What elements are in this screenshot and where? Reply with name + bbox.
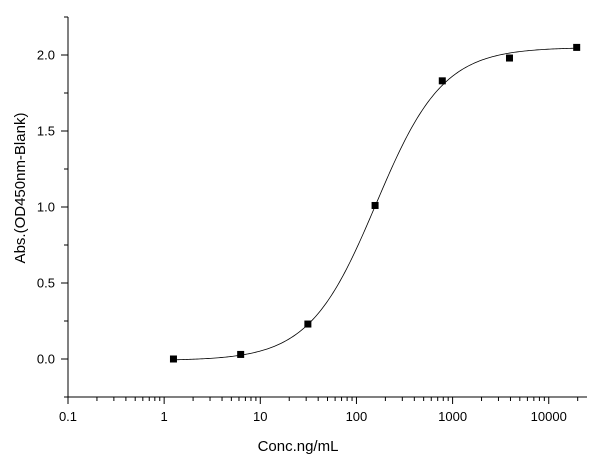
data-point [237, 350, 245, 358]
y-tick-label: 0.5 [37, 276, 55, 291]
data-point [505, 54, 513, 62]
data-points [169, 43, 581, 363]
y-tick-label: 2.0 [37, 48, 55, 63]
data-point [169, 355, 177, 363]
data-point [304, 320, 312, 328]
x-tick-label: 100 [346, 409, 368, 424]
x-axis-title: Conc.ng/mL [258, 438, 339, 455]
x-major-ticks [67, 397, 550, 404]
data-point [371, 201, 379, 209]
x-tick-label: 10000 [531, 409, 567, 424]
y-tick-label: 1.0 [37, 200, 55, 215]
x-tick-label: 10 [253, 409, 267, 424]
x-tick-label: 1000 [438, 409, 467, 424]
y-tick-label: 0.0 [37, 352, 55, 367]
y-tick-labels: 0.0 0.5 1.0 1.5 2.0 [37, 48, 55, 367]
y-axis-title: Abs.(OD450nm-Blank) [12, 113, 29, 264]
data-point [573, 43, 581, 51]
x-minor-ticks [96, 397, 579, 401]
data-point [438, 77, 446, 85]
x-tick-labels: 0.1 1 10 100 1000 10000 [59, 409, 567, 424]
y-ticks [61, 16, 68, 398]
x-tick-label: 0.1 [59, 409, 77, 424]
y-tick-label: 1.5 [37, 124, 55, 139]
x-tick-label: 1 [161, 409, 168, 424]
